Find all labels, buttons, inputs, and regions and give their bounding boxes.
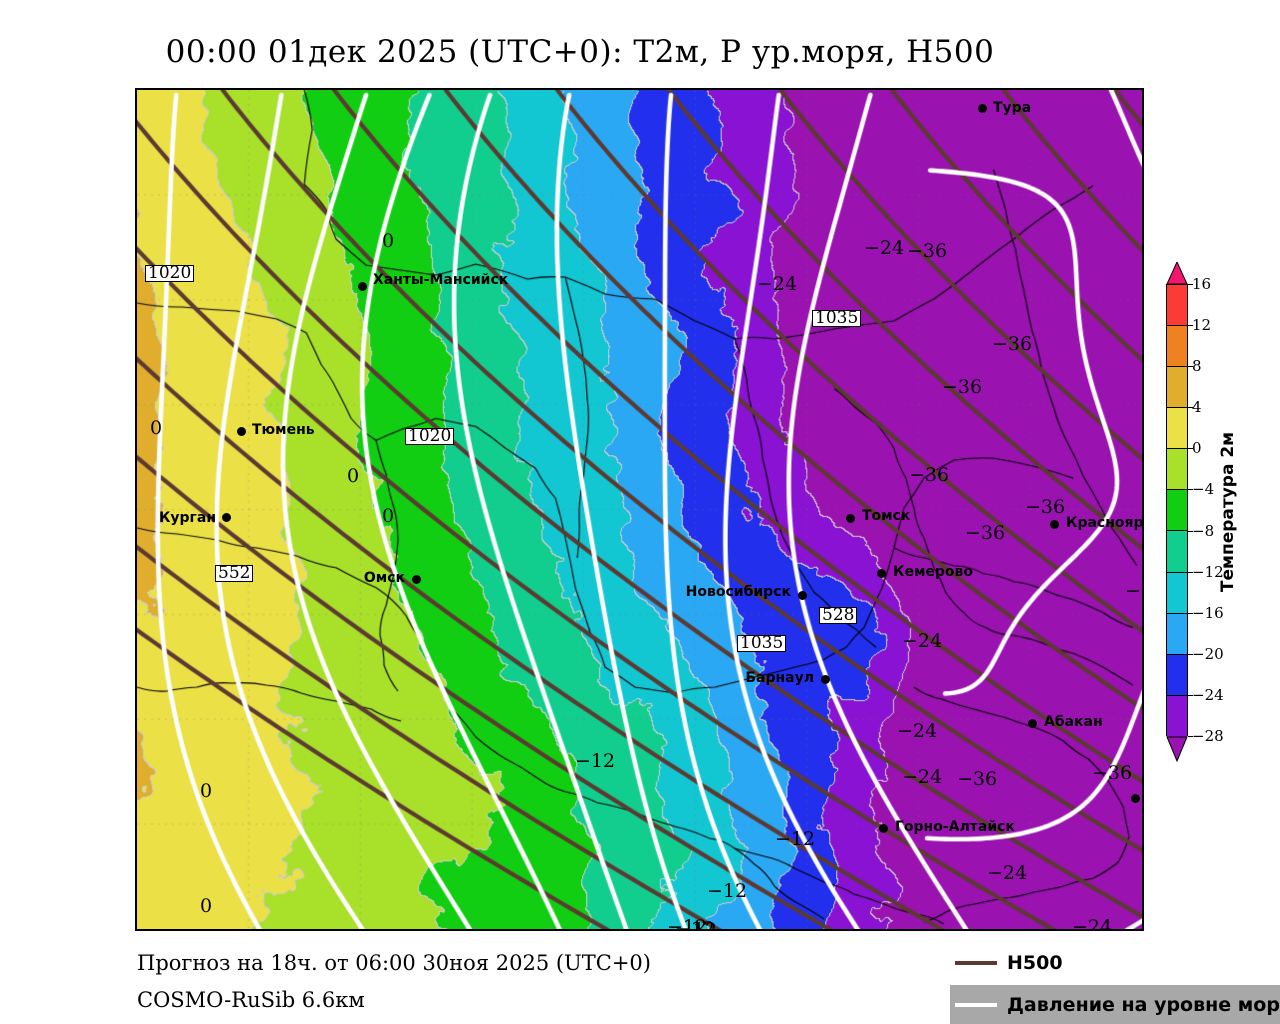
city-marker-dot[interactable]: [879, 824, 888, 833]
colorbar-tick-mark: [1188, 736, 1193, 737]
colorbar-tick-label: −8: [1192, 521, 1215, 540]
city-marker-dot[interactable]: [1050, 520, 1059, 529]
colorbar-tick-mark: [1188, 448, 1193, 450]
forecast-info-line: Прогноз на 18ч. от 06:00 30ноя 2025 (UTC…: [137, 951, 651, 975]
colorbar-under-arrow: [1166, 736, 1188, 762]
colorbar-segments: [1166, 284, 1188, 737]
colorbar-tick-mark: [1188, 407, 1193, 409]
weather-map[interactable]: 000000−24−24−36−36−36−36−36−36−36−24−24−…: [135, 88, 1144, 931]
colorbar-segment: [1167, 367, 1187, 409]
colorbar-tick-label: −4: [1192, 480, 1215, 499]
colorbar-tick-label: −20: [1192, 644, 1224, 663]
colorbar-tick-label: 16: [1192, 275, 1212, 293]
city-marker-dot[interactable]: [358, 282, 367, 291]
city-marker-dot[interactable]: [222, 513, 231, 522]
colorbar-tick-label: −24: [1192, 685, 1224, 704]
colorbar-tick-label: −16: [1192, 603, 1224, 622]
legend-sea-level-pressure: Давление на уровне моря: [950, 985, 1280, 1024]
legend-h500-label: H500: [1007, 952, 1063, 974]
colorbar-tick-label: 8: [1192, 357, 1202, 376]
legend-h500: H500: [955, 950, 1063, 976]
page-title: 00:00 01дек 2025 (UTC+0): T2м, Р ур.моря…: [165, 34, 995, 70]
city-marker-dot[interactable]: [877, 569, 886, 578]
pressure-line-swatch: [955, 1002, 997, 1007]
colorbar-segment: [1167, 326, 1187, 368]
colorbar-tick-label: 4: [1192, 398, 1202, 417]
colorbar-segment: [1167, 654, 1187, 696]
colorbar-segment: [1167, 490, 1187, 532]
colorbar-over-arrow: [1166, 262, 1188, 285]
colorbar-tick-mark: [1188, 530, 1193, 532]
colorbar-tick-label: −12: [1192, 562, 1224, 581]
city-marker-dot[interactable]: [237, 427, 246, 436]
colorbar-segment: [1167, 695, 1187, 737]
colorbar-tick-label: 12: [1192, 316, 1212, 335]
city-marker-dot[interactable]: [978, 104, 987, 113]
colorbar-tick-mark: [1188, 366, 1193, 368]
colorbar-tick-mark: [1188, 612, 1193, 614]
colorbar-segment: [1167, 449, 1187, 491]
city-marker-dot[interactable]: [798, 591, 807, 600]
colorbar-segment: [1167, 408, 1187, 450]
city-marker-dot[interactable]: [846, 514, 855, 523]
colorbar-tick-mark: [1188, 694, 1193, 696]
colorbar-tick-mark: [1188, 489, 1193, 491]
model-info-line: COSMO-RuSib 6.6км: [137, 988, 365, 1012]
colorbar-segment: [1167, 613, 1187, 655]
colorbar-segment: [1167, 285, 1187, 327]
temperature-contour-canvas: [137, 90, 1142, 929]
colorbar-tick-mark: [1188, 284, 1193, 285]
colorbar-tick-label: 0: [1192, 439, 1202, 458]
city-marker-dot[interactable]: [412, 575, 421, 584]
temperature-colorbar: 16 12 8 4 0 −4 −8 −12 −16 −20 −24 −28 Температура 2…: [1166, 262, 1276, 762]
colorbar-tick-label: −28: [1192, 727, 1224, 745]
h500-line-swatch: [955, 961, 997, 965]
colorbar-segment: [1167, 572, 1187, 614]
city-marker-dot[interactable]: [821, 675, 830, 684]
colorbar-tick-mark: [1188, 653, 1193, 655]
city-marker-dot[interactable]: [1131, 794, 1140, 803]
colorbar-segment: [1167, 531, 1187, 573]
colorbar-axis-title: Температура 2м: [1218, 431, 1238, 593]
colorbar-tick-mark: [1188, 325, 1193, 327]
colorbar-tick-mark: [1188, 571, 1193, 573]
city-marker-dot[interactable]: [1028, 719, 1037, 728]
legend-pressure-label: Давление на уровне моря: [1007, 993, 1280, 1016]
